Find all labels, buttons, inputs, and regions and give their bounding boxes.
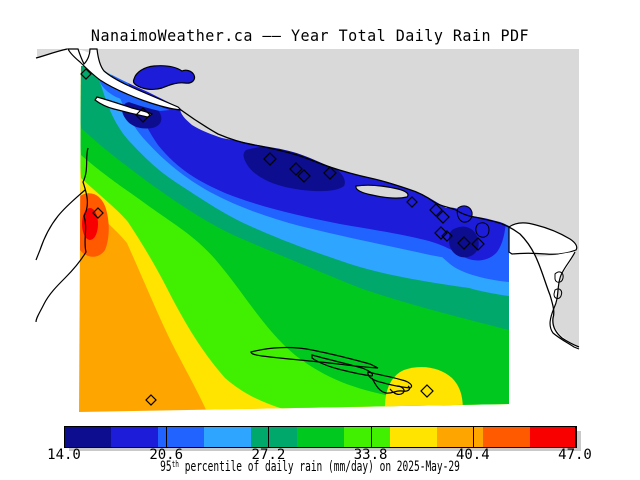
colorbar-tick	[370, 426, 372, 448]
fjord-channel	[67, 48, 183, 111]
colorbar	[64, 426, 577, 448]
colorbar-tick	[575, 426, 576, 448]
colorbar-segment-5	[250, 427, 298, 447]
station-diamond-icon	[135, 107, 151, 123]
caption-superscript: th	[171, 460, 179, 470]
station-markers	[80, 68, 485, 406]
peninsula	[508, 222, 578, 255]
colorbar-segment-8	[390, 427, 437, 447]
station-diamond-icon	[436, 210, 450, 224]
station-diamond-icon	[406, 196, 418, 208]
station-diamond-icon	[92, 207, 104, 219]
station-diamond-icon	[441, 230, 453, 242]
colorbar-tick	[166, 426, 168, 448]
colorbar-segment-7	[343, 427, 391, 447]
colorbar-tick	[472, 426, 474, 448]
coastline-northwest	[35, 48, 68, 59]
gulf-islands-2	[311, 354, 374, 377]
colorbar-segment-10	[483, 427, 530, 447]
colorbar-segment-1	[65, 427, 112, 447]
colorbar-segment-2	[111, 427, 158, 447]
coastline-mainland	[180, 109, 580, 348]
station-diamond-icon	[289, 162, 303, 176]
colorbar-tick-label: 47.0	[558, 447, 592, 463]
station-diamond-icon	[471, 237, 485, 251]
colorbar-tick	[268, 426, 270, 448]
station-diamond-icon	[297, 169, 311, 183]
colorbar-tick-label: 14.0	[47, 447, 81, 463]
station-diamond-icon	[434, 226, 448, 240]
colorbar-tick-label: 27.2	[251, 447, 286, 463]
channel-water	[100, 80, 170, 111]
colorbar-segment-4	[204, 427, 251, 447]
gulf-islands-4	[371, 377, 411, 395]
colorbar-tick-label: 33.8	[353, 447, 388, 463]
colorbar-tick	[64, 426, 65, 448]
lake-squiggle-2	[553, 288, 563, 299]
colorbar-caption: 95th percentile of daily rain (mm/day) o…	[160, 459, 460, 475]
station-diamond-icon	[263, 152, 277, 166]
colorbar-tick-label: 20.6	[149, 447, 184, 463]
station-diamond-icon	[323, 166, 337, 180]
plot-title: NanaimoWeather.ca –– Year Total Daily Ra…	[90, 26, 530, 45]
caption-number: 95	[160, 459, 172, 475]
colorbar-tick-label: 40.4	[455, 447, 490, 463]
water-pocket	[509, 252, 579, 420]
caption-text: percentile of daily rain (mm/day) on 202…	[178, 459, 460, 475]
station-diamond-icon	[429, 203, 443, 217]
station-diamond-icon	[80, 68, 92, 80]
inlet-jervis	[132, 65, 196, 91]
colorbar-segment-3	[157, 427, 205, 447]
colorbar-segment-11	[529, 427, 576, 447]
coastline-vancouver-island-2	[35, 189, 86, 261]
station-diamond-icon	[145, 394, 157, 406]
station-diamond-icon	[420, 384, 434, 398]
colorbar-segment-9	[436, 427, 484, 447]
inlet-small-2	[475, 222, 490, 238]
lake-squiggle-1	[554, 271, 564, 283]
station-diamond-icon	[457, 236, 471, 250]
coastline-vancouver-island-1	[35, 147, 89, 323]
mainland-landmass	[37, 49, 579, 347]
colorbar-segment-6	[297, 427, 344, 447]
island-spit	[355, 184, 409, 199]
